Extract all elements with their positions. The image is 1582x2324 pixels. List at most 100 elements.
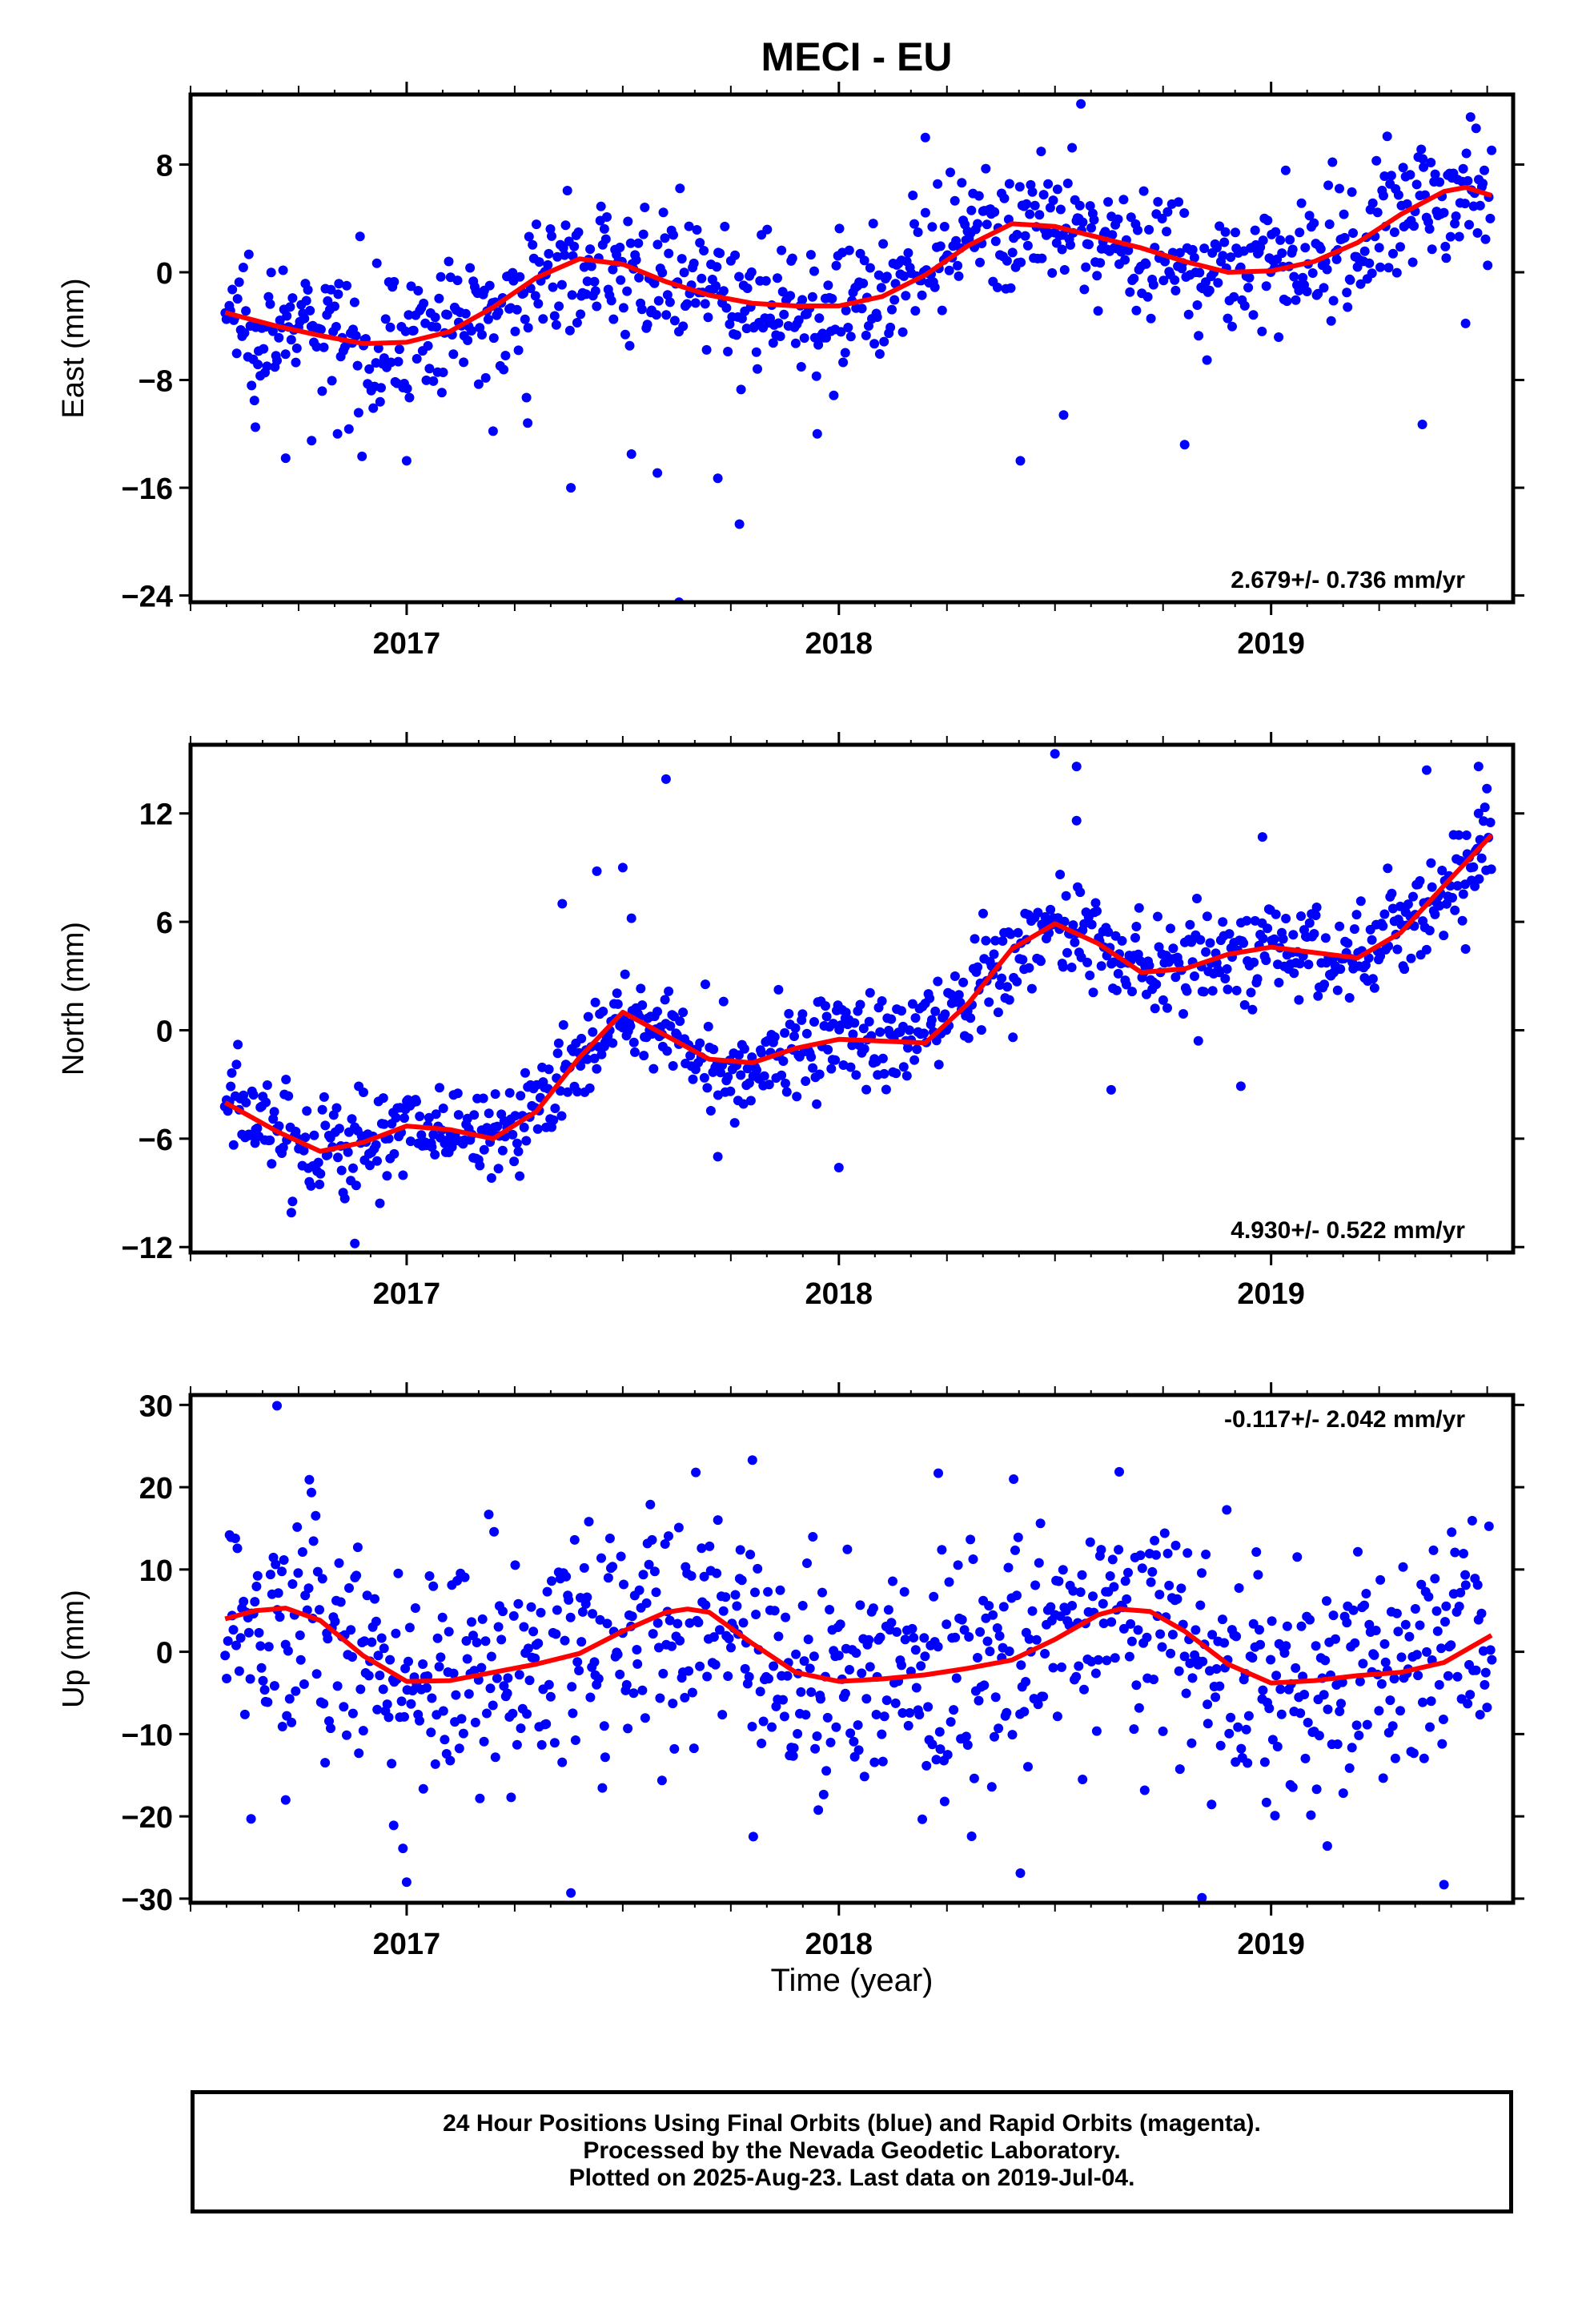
data-point (644, 1559, 654, 1570)
data-point (227, 1068, 237, 1078)
data-point (1351, 910, 1362, 920)
data-point (782, 1671, 793, 1681)
data-point (349, 297, 359, 308)
data-point (1375, 262, 1385, 272)
data-point (482, 1708, 492, 1719)
data-point (332, 1681, 343, 1691)
data-point (232, 1543, 243, 1554)
data-point (1110, 1653, 1120, 1663)
data-point (277, 1722, 287, 1731)
data-point (1289, 271, 1299, 282)
data-point (857, 304, 867, 314)
data-point (1400, 1619, 1411, 1630)
data-point (513, 345, 524, 356)
data-point (391, 1112, 401, 1123)
data-point (1336, 1699, 1346, 1709)
data-point (1382, 131, 1392, 142)
data-point (1078, 1775, 1088, 1784)
data-point (371, 1140, 381, 1150)
data-point (347, 1708, 358, 1719)
data-point (697, 273, 707, 283)
data-point (1123, 1567, 1133, 1578)
data-point (1405, 170, 1415, 180)
data-point (1345, 275, 1355, 285)
data-point (1404, 1631, 1415, 1642)
data-point (426, 1727, 436, 1738)
data-point (438, 1104, 448, 1113)
data-point (705, 1106, 716, 1116)
data-point (1379, 191, 1388, 201)
data-point (1474, 874, 1484, 884)
data-point (333, 289, 343, 300)
data-point (845, 1665, 854, 1675)
data-point (404, 1656, 413, 1667)
data-point (1106, 1617, 1117, 1627)
data-point (969, 1773, 979, 1783)
data-point (363, 1671, 374, 1681)
data-point (1046, 904, 1056, 915)
data-point (1350, 1638, 1360, 1648)
data-point (490, 1752, 500, 1763)
data-point (1383, 263, 1394, 273)
data-point (773, 984, 784, 995)
data-point (1026, 983, 1037, 994)
data-point (272, 1401, 282, 1411)
data-point (379, 353, 389, 364)
data-point (277, 1566, 287, 1577)
data-point (801, 1076, 811, 1086)
data-point (717, 1060, 728, 1071)
data-point (440, 1735, 450, 1745)
data-point (376, 1633, 387, 1643)
data-point (1220, 974, 1231, 983)
y-tick-label: −20 (122, 1801, 173, 1835)
data-point (625, 1021, 636, 1031)
data-point (561, 1571, 572, 1582)
data-point (566, 1888, 576, 1898)
data-point (1459, 1549, 1468, 1558)
data-point (721, 1592, 731, 1602)
data-point (1331, 1634, 1340, 1644)
data-point (552, 1605, 562, 1615)
data-point (898, 1062, 909, 1072)
data-point (1363, 953, 1374, 963)
data-point (596, 201, 606, 211)
data-point (1142, 1632, 1152, 1642)
data-point (703, 1021, 713, 1031)
data-point (665, 1615, 675, 1626)
data-point (286, 1208, 296, 1218)
data-point (767, 1722, 777, 1732)
data-point (608, 1562, 618, 1572)
data-point (1014, 182, 1025, 192)
data-point (343, 1147, 353, 1157)
data-point (1187, 1673, 1198, 1683)
data-point (299, 313, 310, 324)
data-point (777, 1070, 787, 1080)
data-point (838, 357, 849, 368)
data-point (751, 347, 761, 357)
data-point (874, 349, 885, 359)
data-point (1439, 207, 1449, 218)
data-point (1343, 938, 1353, 948)
data-point (300, 1590, 311, 1601)
data-point (1004, 995, 1014, 1005)
data-point (825, 1737, 836, 1747)
data-point (652, 239, 663, 250)
data-point (1077, 1570, 1087, 1580)
data-point (287, 1579, 298, 1589)
data-point (897, 1708, 908, 1718)
data-point (1402, 199, 1412, 209)
y-axis-label: Up (mm) (57, 1590, 90, 1708)
y-tick-label: 12 (139, 798, 173, 832)
x-axis-label: Time (year) (771, 1963, 934, 1998)
data-point (475, 1160, 485, 1171)
data-point (910, 1013, 921, 1023)
data-point (1162, 207, 1173, 217)
data-point (572, 1657, 583, 1667)
data-point (784, 1008, 794, 1019)
data-point (636, 983, 646, 994)
data-point (1218, 251, 1228, 261)
data-point (278, 265, 288, 275)
